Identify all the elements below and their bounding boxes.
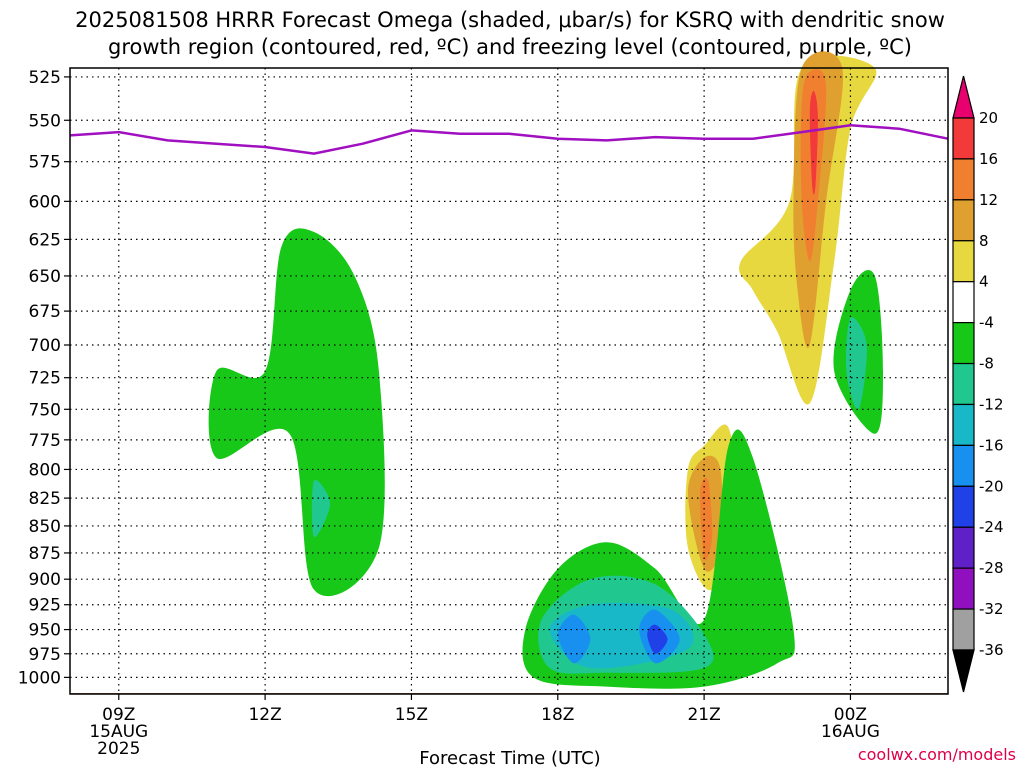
grid-lines bbox=[70, 68, 948, 694]
colorbar-top-arrow bbox=[952, 75, 975, 119]
y-tick-label-925: 925 bbox=[29, 596, 61, 616]
colorbar-segment-6 bbox=[952, 322, 975, 365]
omega-region-16 bbox=[845, 317, 867, 410]
y-tick-label-750: 750 bbox=[29, 400, 61, 420]
x-tick-label-4-0: 21Z bbox=[687, 705, 720, 725]
y-tick-label-825: 825 bbox=[29, 489, 61, 509]
x-tick-label-5-0: 00Z bbox=[834, 705, 867, 725]
colorbar-segment-5 bbox=[952, 281, 975, 324]
colorbar-label-5: -4 bbox=[979, 314, 994, 332]
chart-title-line2: growth region (contoured, red, ºC) and f… bbox=[108, 35, 912, 59]
chart-title-line1: 2025081508 HRRR Forecast Omega (shaded, … bbox=[75, 8, 945, 32]
colorbar: 20 16 12 8 4 -4 -8 -12 -16 -20 -24 -28 -32 -36 bbox=[952, 75, 1004, 693]
x-tick-label-0-0: 09Z bbox=[102, 705, 135, 725]
y-axis-ticks: 525 550 575 600 625 650 675 700 725 750 775 800 825 8… bbox=[18, 68, 70, 688]
colorbar-segment-7 bbox=[952, 362, 975, 406]
colorbar-segment-1 bbox=[952, 117, 975, 160]
colorbar-label-7: -12 bbox=[979, 395, 1004, 413]
y-tick-label-725: 725 bbox=[29, 369, 61, 389]
colorbar-label-0: 20 bbox=[979, 109, 998, 127]
y-tick-label-800: 800 bbox=[29, 460, 61, 480]
y-tick-label-650: 650 bbox=[29, 267, 61, 287]
colorbar-label-3: 8 bbox=[979, 232, 989, 250]
colorbar-segment-11 bbox=[952, 526, 975, 569]
colorbar-segment-3 bbox=[952, 199, 975, 242]
x-tick-label-0-2: 2025 bbox=[97, 739, 140, 759]
x-tick-label-5-1: 16AUG bbox=[821, 722, 880, 742]
freezing-level-line bbox=[69, 124, 949, 155]
x-tick-label-2-0: 15Z bbox=[395, 705, 428, 725]
y-tick-label-875: 875 bbox=[29, 544, 61, 564]
x-tick-label-3-0: 18Z bbox=[541, 705, 574, 725]
colorbar-label-10: -24 bbox=[979, 518, 1004, 536]
colorbar-segment-12 bbox=[952, 567, 975, 610]
x-tick-label-1-0: 12Z bbox=[248, 705, 281, 725]
y-tick-label-675: 675 bbox=[29, 302, 61, 322]
y-tick-label-1000: 1000 bbox=[18, 668, 61, 688]
omega-region-7 bbox=[208, 228, 385, 597]
plot-area bbox=[69, 51, 949, 695]
colorbar-label-6: -8 bbox=[979, 355, 994, 373]
y-tick-label-775: 775 bbox=[29, 431, 61, 451]
x-axis-label: Forecast Time (UTC) bbox=[419, 748, 600, 768]
colorbar-segment-8 bbox=[952, 403, 975, 446]
y-tick-label-550: 550 bbox=[29, 111, 61, 131]
y-tick-label-975: 975 bbox=[29, 645, 61, 665]
colorbar-segment-9 bbox=[952, 444, 975, 487]
y-tick-label-600: 600 bbox=[29, 192, 61, 212]
y-tick-label-950: 950 bbox=[29, 621, 61, 641]
y-tick-label-900: 900 bbox=[29, 570, 61, 590]
colorbar-segment-13 bbox=[952, 608, 975, 651]
colorbar-label-1: 16 bbox=[979, 150, 998, 168]
omega-region-12 bbox=[557, 614, 591, 664]
colorbar-label-4: 4 bbox=[979, 273, 989, 291]
colorbar-label-8: -16 bbox=[979, 436, 1004, 454]
omega-region-14 bbox=[647, 624, 668, 654]
omega-region-8 bbox=[311, 480, 331, 538]
colorbar-segment-10 bbox=[952, 485, 975, 528]
y-tick-label-575: 575 bbox=[29, 153, 61, 173]
x-tick-label-0-1: 15AUG bbox=[89, 722, 148, 742]
y-tick-label-625: 625 bbox=[29, 230, 61, 250]
y-tick-label-850: 850 bbox=[29, 517, 61, 537]
colorbar-label-9: -20 bbox=[979, 477, 1004, 495]
y-tick-label-525: 525 bbox=[29, 68, 61, 88]
colorbar-label-13: -36 bbox=[979, 641, 1004, 659]
plot-frame bbox=[69, 67, 949, 695]
colorbar-label-11: -28 bbox=[979, 559, 1004, 577]
colorbar-label-2: 12 bbox=[979, 191, 998, 209]
colorbar-bottom-arrow bbox=[952, 649, 975, 693]
colorbar-segment-4 bbox=[952, 240, 975, 283]
y-tick-label-700: 700 bbox=[29, 336, 61, 356]
credit-link[interactable]: coolwx.com/models bbox=[858, 745, 1016, 764]
freezing-level-layer bbox=[69, 124, 949, 155]
colorbar-segment-2 bbox=[952, 158, 975, 201]
omega-region-3 bbox=[809, 90, 818, 195]
colorbar-label-12: -32 bbox=[979, 600, 1004, 618]
